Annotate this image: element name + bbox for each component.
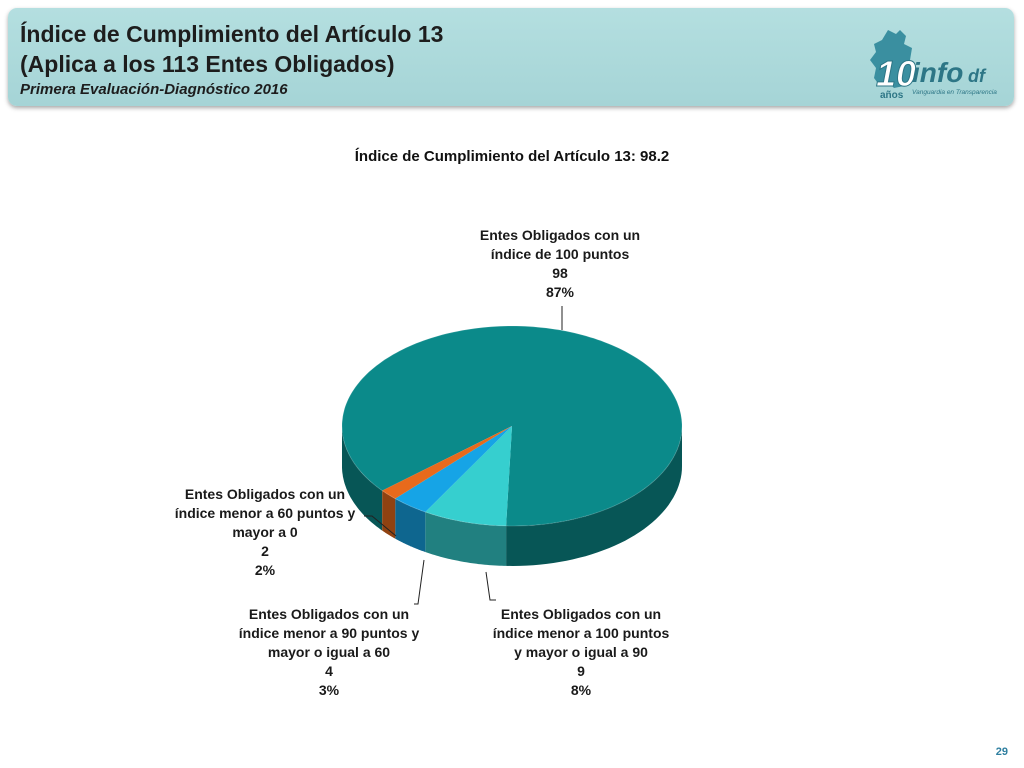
slice-label-100: Entes Obligados con un índice de 100 pun… bbox=[460, 226, 660, 302]
logo-tagline: Vanguardia en Transparencia bbox=[912, 89, 997, 96]
header-banner: Índice de Cumplimiento del Artículo 13 (… bbox=[8, 8, 1014, 106]
label-line: mayor o igual a 60 bbox=[267, 644, 391, 660]
pie-slice-1 bbox=[425, 426, 512, 526]
slice-percent: 3% bbox=[318, 682, 340, 698]
pie-slice-1-side bbox=[425, 512, 507, 566]
chart-title: Índice de Cumplimiento del Artículo 13: … bbox=[354, 148, 670, 165]
logo-brand-info: info bbox=[912, 57, 963, 88]
label-line: y mayor o igual a 90 bbox=[514, 644, 648, 660]
map-silhouette-icon bbox=[870, 30, 916, 88]
slice-label-90-100: Entes Obligados con un índice menor a 10… bbox=[476, 605, 686, 700]
page-number: 29 bbox=[995, 746, 1008, 758]
slice-value: 4 bbox=[325, 663, 333, 679]
slice-percent: 87% bbox=[545, 284, 575, 300]
label-line: Entes Obligados con un bbox=[479, 227, 641, 243]
pie-slice-2 bbox=[395, 426, 512, 512]
slice-label-0-60: Entes Obligados con un índice menor a 60… bbox=[160, 485, 370, 580]
pie-slice-3 bbox=[382, 426, 512, 499]
slice-percent: 8% bbox=[570, 682, 592, 698]
label-line: mayor a 0 bbox=[232, 524, 298, 540]
pie-slice-0-side bbox=[342, 426, 383, 531]
logo-years: años bbox=[880, 90, 904, 101]
slice-label-60-90: Entes Obligados con un índice menor a 90… bbox=[224, 605, 434, 700]
pie-rim bbox=[341, 325, 683, 527]
page-subtitle: Primera Evaluación-Diagnóstico 2016 bbox=[20, 81, 288, 98]
pie-slice-0-side bbox=[506, 426, 682, 566]
slice-percent: 2% bbox=[254, 562, 276, 578]
label-line: índice menor a 60 puntos y bbox=[174, 505, 356, 521]
page-title-line-2: (Aplica a los 113 Entes Obligados) bbox=[20, 51, 395, 77]
label-line: índice de 100 puntos bbox=[490, 246, 630, 262]
logo-brand-df: df bbox=[968, 66, 987, 86]
slice-value: 9 bbox=[577, 663, 585, 679]
leader-line-2 bbox=[414, 559, 425, 605]
pie-slice-2-side bbox=[395, 498, 426, 552]
leader-line-3 bbox=[364, 515, 397, 537]
label-line: índice menor a 90 puntos y bbox=[238, 625, 420, 641]
slice-value: 2 bbox=[261, 543, 269, 559]
label-line: Entes Obligados con un bbox=[500, 606, 662, 622]
leader-line-1 bbox=[485, 571, 496, 601]
label-line: Entes Obligados con un bbox=[248, 606, 410, 622]
logo-number: 10 bbox=[876, 53, 916, 94]
slice-value: 98 bbox=[552, 265, 568, 281]
label-line: Entes Obligados con un bbox=[184, 486, 346, 502]
infodf-logo: 10 años info df Vanguardia en Transparen… bbox=[870, 30, 997, 101]
page-title-line-1: Índice de Cumplimiento del Artículo 13 bbox=[20, 21, 444, 47]
label-line: índice menor a 100 puntos bbox=[492, 625, 670, 641]
